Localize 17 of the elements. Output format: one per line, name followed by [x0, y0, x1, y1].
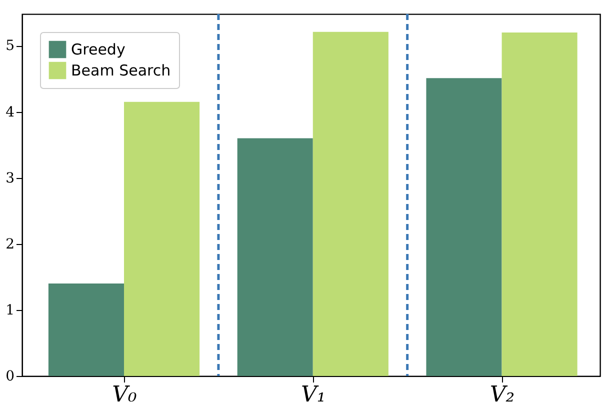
legend-label: Beam Search [71, 62, 171, 80]
x-tick-label: V₁ [301, 382, 326, 408]
y-tick-label: 1 [6, 302, 14, 318]
bar [124, 102, 200, 376]
y-tick-label: 3 [6, 170, 14, 186]
y-tick-label: 5 [6, 38, 14, 54]
bar [502, 32, 578, 376]
y-tick-label: 4 [6, 104, 15, 120]
y-tick-label: 0 [6, 368, 14, 384]
legend-label: Greedy [71, 40, 126, 58]
bar [237, 138, 313, 376]
y-tick-label: 2 [6, 236, 14, 252]
bar [426, 78, 502, 376]
bar [312, 32, 388, 376]
bar [48, 284, 124, 376]
x-tick-label: V₂ [490, 382, 515, 408]
x-tick-label: V₀ [112, 382, 138, 408]
